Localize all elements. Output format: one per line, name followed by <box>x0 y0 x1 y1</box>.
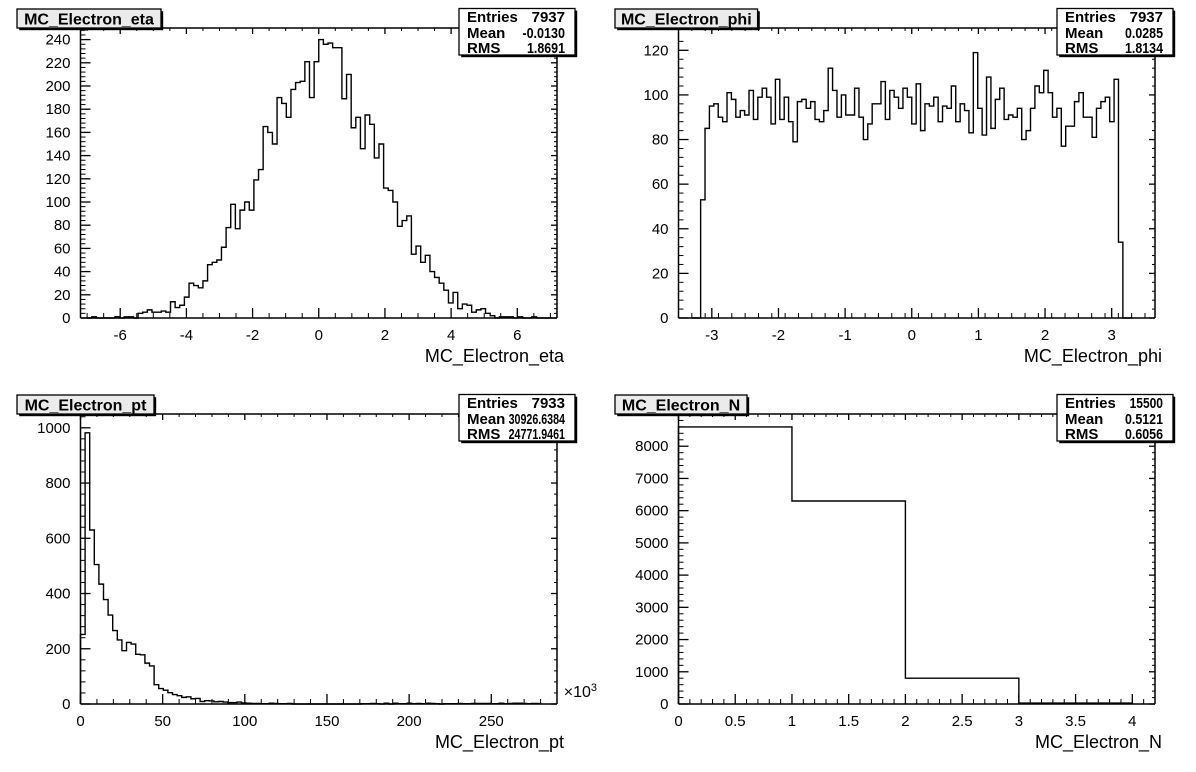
svg-text:1000: 1000 <box>37 420 70 437</box>
svg-text:6000: 6000 <box>635 503 668 520</box>
svg-text:1.5: 1.5 <box>838 713 859 730</box>
svg-text:MC_Electron_eta: MC_Electron_eta <box>24 12 154 29</box>
svg-text:RMS: RMS <box>1065 40 1098 57</box>
svg-text:220: 220 <box>45 55 70 72</box>
svg-text:0: 0 <box>62 310 70 327</box>
svg-text:400: 400 <box>45 586 70 603</box>
svg-text:3000: 3000 <box>635 599 668 616</box>
svg-text:0: 0 <box>315 327 323 344</box>
svg-text:1: 1 <box>788 713 796 730</box>
svg-text:20: 20 <box>54 287 71 304</box>
svg-text:0: 0 <box>660 310 668 327</box>
svg-text:MC_Electron_eta: MC_Electron_eta <box>425 346 565 367</box>
svg-text:RMS: RMS <box>467 40 500 57</box>
svg-text:7937: 7937 <box>532 9 565 26</box>
svg-text:15500: 15500 <box>1130 395 1163 412</box>
svg-text:2: 2 <box>381 327 389 344</box>
svg-text:MC_Electron_N: MC_Electron_N <box>622 398 740 415</box>
svg-text:80: 80 <box>652 132 669 149</box>
svg-text:Entries: Entries <box>1065 9 1116 26</box>
svg-text:120: 120 <box>643 42 668 59</box>
svg-text:0: 0 <box>76 713 84 730</box>
svg-text:800: 800 <box>45 475 70 492</box>
svg-text:100: 100 <box>45 194 70 211</box>
svg-text:7937: 7937 <box>1130 9 1163 26</box>
svg-text:3.5: 3.5 <box>1065 713 1086 730</box>
svg-text:240: 240 <box>45 32 70 49</box>
svg-text:1000: 1000 <box>635 664 668 681</box>
svg-text:50: 50 <box>154 713 171 730</box>
svg-text:0.6056: 0.6056 <box>1125 426 1163 443</box>
svg-text:0: 0 <box>660 696 668 713</box>
svg-text:40: 40 <box>54 264 71 281</box>
svg-text:20: 20 <box>652 265 669 282</box>
svg-text:200: 200 <box>45 641 70 658</box>
svg-text:60: 60 <box>652 176 669 193</box>
svg-text:-6: -6 <box>114 327 127 344</box>
svg-text:200: 200 <box>45 78 70 95</box>
svg-text:-1: -1 <box>838 327 851 344</box>
svg-text:0.5: 0.5 <box>725 713 746 730</box>
svg-text:600: 600 <box>45 530 70 547</box>
svg-text:0: 0 <box>674 713 682 730</box>
svg-text:MC_Electron_N: MC_Electron_N <box>1035 732 1162 753</box>
svg-text:2: 2 <box>901 713 909 730</box>
svg-text:250: 250 <box>479 713 504 730</box>
svg-text:8000: 8000 <box>635 438 668 455</box>
svg-text:40: 40 <box>652 221 669 238</box>
svg-text:2000: 2000 <box>635 632 668 649</box>
svg-text:Entries: Entries <box>467 395 518 412</box>
svg-text:MC_Electron_pt: MC_Electron_pt <box>435 732 564 753</box>
svg-text:MC_Electron_pt: MC_Electron_pt <box>25 398 147 415</box>
svg-text:2.5: 2.5 <box>952 713 973 730</box>
svg-text:80: 80 <box>54 217 71 234</box>
svg-text:6: 6 <box>513 327 521 344</box>
svg-text:0: 0 <box>908 327 916 344</box>
svg-text:-2: -2 <box>246 327 259 344</box>
svg-text:Entries: Entries <box>1065 395 1116 412</box>
svg-text:RMS: RMS <box>467 426 500 443</box>
svg-text:140: 140 <box>45 148 70 165</box>
svg-text:60: 60 <box>54 240 71 257</box>
svg-text:-4: -4 <box>180 327 193 344</box>
svg-text:7000: 7000 <box>635 470 668 487</box>
svg-text:100: 100 <box>232 713 257 730</box>
svg-text:120: 120 <box>45 171 70 188</box>
svg-text:180: 180 <box>45 101 70 118</box>
svg-text:24771.9461: 24771.9461 <box>509 426 565 443</box>
svg-text:4000: 4000 <box>635 567 668 584</box>
svg-text:100: 100 <box>643 87 668 104</box>
svg-text:7933: 7933 <box>532 395 565 412</box>
svg-text:200: 200 <box>397 713 422 730</box>
svg-text:4: 4 <box>1128 713 1136 730</box>
svg-text:150: 150 <box>314 713 339 730</box>
svg-text:3: 3 <box>1108 327 1116 344</box>
svg-text:5000: 5000 <box>635 535 668 552</box>
svg-text:-2: -2 <box>772 327 785 344</box>
svg-text:3: 3 <box>1015 713 1023 730</box>
svg-text:4: 4 <box>447 327 455 344</box>
svg-text:2: 2 <box>1041 327 1049 344</box>
svg-text:MC_Electron_phi: MC_Electron_phi <box>1024 346 1162 367</box>
svg-text:1.8134: 1.8134 <box>1125 40 1164 57</box>
svg-text:RMS: RMS <box>1065 426 1098 443</box>
svg-text:Entries: Entries <box>467 9 518 26</box>
svg-text:0: 0 <box>62 696 70 713</box>
svg-text:1.8691: 1.8691 <box>527 40 565 57</box>
svg-text:1: 1 <box>974 327 982 344</box>
svg-text:MC_Electron_phi: MC_Electron_phi <box>621 12 752 29</box>
svg-text:160: 160 <box>45 124 70 141</box>
svg-text:-3: -3 <box>705 327 718 344</box>
